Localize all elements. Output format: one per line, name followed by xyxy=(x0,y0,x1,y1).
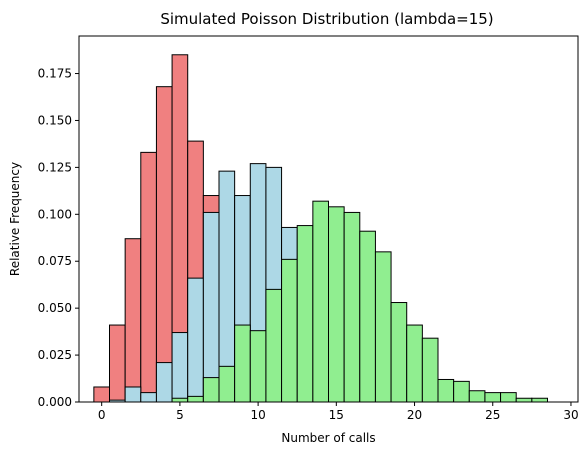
x-tick-label: 5 xyxy=(176,408,184,422)
histogram-bar xyxy=(515,397,533,403)
histogram-bar xyxy=(406,324,423,403)
histogram-bar xyxy=(234,324,251,403)
y-tick-label: 0.175 xyxy=(38,67,72,81)
x-tick-label: 0 xyxy=(98,408,106,422)
bars-layer xyxy=(93,54,548,403)
y-tick-label: 0.025 xyxy=(38,348,72,362)
histogram-bar xyxy=(531,397,548,403)
histogram-bar xyxy=(187,277,204,403)
histogram-bar xyxy=(374,251,392,403)
histogram-bar xyxy=(500,392,517,403)
x-tick-label: 15 xyxy=(329,408,344,422)
histogram-bar xyxy=(124,238,142,403)
histogram-bar xyxy=(155,362,173,403)
histogram-bar xyxy=(359,230,376,403)
y-tick-label: 0.000 xyxy=(38,395,72,409)
histogram-bar xyxy=(421,337,439,403)
x-axis-label: Number of calls xyxy=(281,431,375,445)
histogram-bar xyxy=(390,302,408,403)
histogram-bar xyxy=(202,377,220,403)
histogram-bar xyxy=(265,288,283,403)
x-axis-ticks: 0 5 10 15 20 25 30 xyxy=(98,402,579,422)
y-tick-label: 0.100 xyxy=(38,207,72,221)
histogram-bar xyxy=(140,151,157,403)
plot-frame xyxy=(78,35,579,403)
histogram-bar xyxy=(218,365,236,403)
x-tick-label: 30 xyxy=(563,408,578,422)
histogram-bar xyxy=(437,378,455,403)
histogram-bar xyxy=(93,386,111,403)
histogram-bar xyxy=(296,225,314,403)
chart-title: Simulated Poisson Distribution (lambda=1… xyxy=(160,10,493,28)
x-tick-label: 20 xyxy=(407,408,422,422)
histogram-bar xyxy=(155,86,173,403)
x-tick-label: 10 xyxy=(250,408,265,422)
histogram-bar xyxy=(484,392,502,403)
y-tick-label: 0.125 xyxy=(38,160,72,174)
y-tick-label: 0.050 xyxy=(38,301,72,315)
histogram-bar xyxy=(328,206,345,403)
histogram-bar xyxy=(202,211,220,403)
histogram-bar xyxy=(312,200,329,403)
histogram-bar xyxy=(468,390,486,403)
histogram-bar xyxy=(124,386,142,403)
histogram-bar xyxy=(343,211,361,403)
histogram-bar xyxy=(171,332,189,403)
histogram-bar xyxy=(109,324,126,403)
y-axis-label: Relative Frequency xyxy=(8,162,22,276)
x-tick-label: 25 xyxy=(485,408,500,422)
y-axis-ticks: 0.000 0.025 0.050 0.075 0.100 0.125 0.150 0.175 xyxy=(38,67,79,409)
histogram-bar xyxy=(281,258,298,403)
histogram-bar xyxy=(187,395,204,403)
histogram-bar xyxy=(453,380,470,403)
y-tick-label: 0.075 xyxy=(38,254,72,268)
histogram-bar xyxy=(140,392,157,403)
y-tick-label: 0.150 xyxy=(38,113,72,127)
histogram-bar xyxy=(171,397,189,403)
histogram-bar xyxy=(249,330,267,403)
